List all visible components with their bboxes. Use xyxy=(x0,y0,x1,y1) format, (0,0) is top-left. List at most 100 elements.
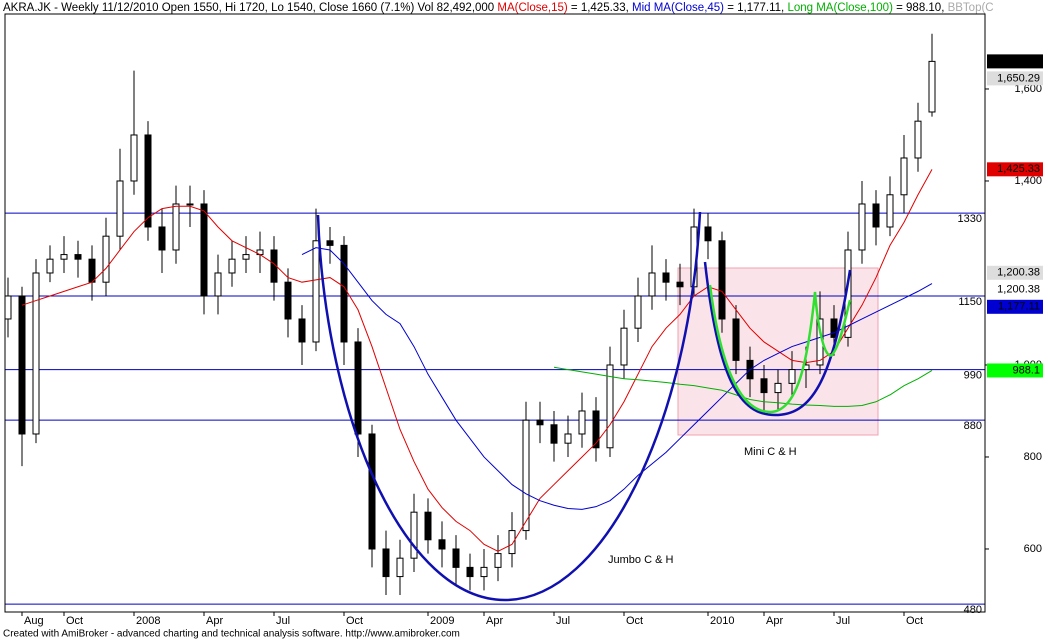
price-label: 1,660 xyxy=(1012,55,1040,67)
candle-body xyxy=(648,272,656,297)
price-label-box xyxy=(987,162,1043,177)
candle-body xyxy=(228,258,236,274)
price-label-box xyxy=(987,282,1043,297)
candle-body xyxy=(158,226,166,251)
x-tick-label: Oct xyxy=(906,615,923,627)
candle-body xyxy=(46,258,54,274)
candle-body xyxy=(410,511,418,559)
price-label: 1,177.11 xyxy=(998,301,1040,313)
y-tick-label: 1,400 xyxy=(1014,175,1042,187)
candle-body xyxy=(536,419,544,426)
candle-body xyxy=(508,530,516,555)
candle-body xyxy=(340,244,348,343)
x-tick-label: Jul xyxy=(556,615,570,627)
candle-body xyxy=(634,295,642,329)
x-tick-label: Apr xyxy=(486,615,503,627)
candle-body xyxy=(914,120,922,159)
candle-body xyxy=(718,240,726,320)
candle-body xyxy=(480,566,488,578)
x-tick-label: Oct xyxy=(626,615,643,627)
candle-body xyxy=(830,318,838,338)
price-label: 988.1 xyxy=(1012,364,1040,376)
candle-body xyxy=(298,318,306,343)
level-label: 480 xyxy=(964,604,982,616)
header-part: AKRA.JK - Weekly 11/12/2010 Open 1550, H… xyxy=(3,2,497,14)
candle-body xyxy=(774,382,782,394)
candle-body xyxy=(620,327,628,366)
candle-body xyxy=(900,157,908,196)
plot-area: Aug Oct 2008 Apr Jul Oct 2009 Apr Jul Oct 2010 Apr J… xyxy=(4,33,985,627)
header-part: = 1,177.11, xyxy=(724,2,787,14)
candle-body xyxy=(424,511,432,541)
chart-header: AKRA.JK - Weekly 11/12/2010 Open 1550, H… xyxy=(3,2,994,14)
candle-body xyxy=(676,281,684,288)
candle-body xyxy=(494,553,502,568)
level-label: 880 xyxy=(964,420,982,432)
candle-body xyxy=(872,203,880,228)
price-label-box xyxy=(987,265,1043,280)
candle-body xyxy=(130,134,138,182)
y-tick-label: 1,600 xyxy=(1014,83,1042,95)
level-label: 990 xyxy=(964,369,982,381)
candle-body xyxy=(858,203,866,251)
price-label-box xyxy=(987,363,1043,378)
candle-body xyxy=(284,281,292,320)
footer: Created with AmiBroker - advanced charti… xyxy=(3,629,460,640)
price-label: 1,425.33 xyxy=(997,163,1040,175)
candle-body xyxy=(886,194,894,228)
candle-body xyxy=(368,433,376,550)
price-label-box xyxy=(987,71,1043,86)
x-tick-label: Apr xyxy=(766,615,783,627)
candle-body xyxy=(326,240,334,246)
candle-body xyxy=(144,134,152,228)
candle-body xyxy=(732,318,740,361)
x-tick-label: 2008 xyxy=(136,615,160,627)
candle-body xyxy=(200,203,208,297)
x-tick-label: Jul xyxy=(836,615,850,627)
candle-body xyxy=(18,295,26,435)
candle-body xyxy=(550,424,558,444)
x-tick-label: 2009 xyxy=(430,615,454,627)
header-part: Long MA(Close,100) xyxy=(787,2,893,14)
header-part: = 988.10, xyxy=(893,2,948,14)
plot-border xyxy=(4,13,986,613)
candle-body xyxy=(592,410,600,449)
level-label: 1150 xyxy=(958,296,982,308)
candle-body xyxy=(788,369,796,384)
candle-body xyxy=(704,226,712,242)
candle-body xyxy=(4,295,12,320)
candle-body xyxy=(186,203,194,206)
x-tick-label: Oct xyxy=(346,615,363,627)
candle-body xyxy=(606,364,614,449)
header-part: = 1,425.33, xyxy=(568,2,632,14)
candle-body xyxy=(60,254,68,260)
candle-body xyxy=(452,548,460,568)
x-tick-label: Oct xyxy=(66,615,83,627)
candle-body xyxy=(32,272,40,435)
x-tick-label: Apr xyxy=(206,615,223,627)
x-tick-label: 2010 xyxy=(710,615,734,627)
y-tick-label: 800 xyxy=(1024,451,1042,463)
candle-body xyxy=(438,539,446,550)
candle-body xyxy=(172,203,180,251)
price-label: 1,650.29 xyxy=(997,72,1040,84)
price-label-box xyxy=(987,54,1043,69)
candle-body xyxy=(102,235,110,283)
x-tick-label: Aug xyxy=(24,615,44,627)
candle-body xyxy=(74,254,82,260)
level-label: 1330 xyxy=(958,213,982,225)
candle-body xyxy=(382,548,390,578)
candle-body xyxy=(242,254,250,260)
candle-body xyxy=(396,557,404,578)
annotation: Mini C & H xyxy=(744,446,797,458)
candle-body xyxy=(662,272,670,283)
candle-body xyxy=(578,410,586,435)
price-label-box xyxy=(987,299,1043,314)
price-label: 1,200.38 xyxy=(997,284,1040,296)
candle-body xyxy=(312,240,320,343)
x-tick-label: Jul xyxy=(276,615,290,627)
header-part: Mid MA(Close,45) xyxy=(632,2,724,14)
mini-handle-curve xyxy=(708,284,852,414)
candle-body xyxy=(354,341,362,435)
